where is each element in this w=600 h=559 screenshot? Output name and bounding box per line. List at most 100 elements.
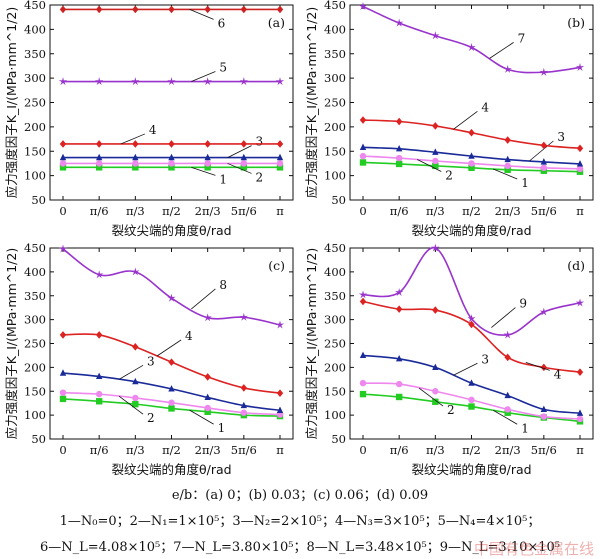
data-point: [432, 158, 438, 164]
y-tick-label: 200: [24, 120, 46, 134]
x-tick-label: π/3: [126, 443, 145, 457]
y-tick-label: 450: [324, 241, 346, 255]
data-point: [360, 391, 366, 397]
y-axis-label: 应力强度因子K_I/(MPa·mm^1/2): [304, 7, 319, 198]
y-tick-label: 50: [331, 432, 346, 446]
data-point: [132, 160, 138, 166]
callout-leader: [157, 340, 181, 356]
series-label: 3: [256, 135, 264, 149]
x-axis-label: 裂纹尖端的角度θ/rad: [111, 462, 231, 477]
watermark: 中国有色金属在线: [474, 538, 594, 559]
data-point: [576, 63, 584, 71]
x-tick-label: 5π/6: [231, 443, 257, 457]
callout-leader: [191, 289, 215, 309]
x-tick-label: π/3: [426, 443, 445, 457]
data-point: [60, 140, 66, 148]
x-tick-label: 5π/6: [531, 204, 557, 218]
data-point: [96, 6, 102, 14]
panel-label: (b): [567, 15, 585, 30]
y-tick-label: 100: [24, 169, 46, 183]
data-point: [241, 384, 247, 392]
x-tick-label: π/2: [462, 443, 481, 457]
x-tick-label: 0: [359, 204, 366, 218]
y-axis-label: 应力强度因子K_I/(MPa·mm^1/2): [4, 248, 19, 439]
data-point: [396, 161, 402, 167]
data-point: [96, 398, 102, 404]
x-tick-label: 2π/3: [195, 443, 221, 457]
series-label: 3: [481, 352, 489, 366]
data-point: [432, 306, 438, 314]
data-point: [241, 160, 247, 166]
series-label: 2: [445, 169, 453, 183]
y-tick-label: 250: [324, 337, 346, 351]
series-line: [363, 6, 580, 72]
series-label: 1: [521, 421, 529, 435]
data-point: [396, 155, 402, 161]
y-tick-label: 250: [24, 337, 46, 351]
data-point: [96, 391, 102, 397]
series-7: 7: [359, 2, 584, 76]
data-point: [577, 166, 583, 172]
data-point: [468, 160, 474, 166]
x-axis-label: 裂纹尖端的角度θ/rad: [111, 223, 231, 238]
series-label: 3: [147, 354, 155, 368]
series-label: 6: [218, 16, 226, 30]
panel-label: (c): [268, 258, 285, 273]
legend-caption-line-1: 1—N₀=0；2—N₁=1×10⁵；3—N₂=2×10⁵；4—N₃=3×10⁵；…: [0, 510, 600, 529]
y-tick-label: 450: [24, 241, 46, 255]
y-tick-label: 350: [324, 289, 346, 303]
x-tick-label: π: [276, 443, 284, 457]
data-point: [132, 395, 138, 401]
data-point: [396, 381, 402, 387]
data-point: [541, 413, 547, 419]
data-point: [204, 405, 210, 411]
callout-leader: [228, 163, 252, 173]
x-tick-label: π/3: [126, 204, 145, 218]
data-point: [541, 142, 547, 150]
callout-leader: [490, 42, 514, 58]
y-tick-label: 300: [324, 71, 346, 85]
series-label: 4: [185, 329, 193, 343]
callout-leader: [491, 308, 515, 328]
y-tick-label: 250: [324, 96, 346, 110]
y-tick-label: 50: [331, 193, 346, 207]
data-point: [168, 358, 174, 366]
x-tick-label: 0: [359, 443, 366, 457]
x-axis-label: 裂纹尖端的角度θ/rad: [411, 223, 531, 238]
data-point: [468, 129, 474, 137]
x-tick-label: 2π/3: [195, 204, 221, 218]
series-5: 5: [59, 61, 284, 86]
y-tick-label: 150: [24, 144, 46, 158]
data-point: [396, 118, 402, 126]
data-point: [396, 394, 402, 400]
x-tick-label: π: [276, 204, 284, 218]
x-tick-label: π/3: [426, 204, 445, 218]
eccentricity-caption: e/b：(a) 0；(b) 0.03；(c) 0.06；(d) 0.09: [0, 484, 600, 503]
x-tick-label: π/2: [162, 204, 181, 218]
data-point: [360, 159, 366, 165]
y-tick-label: 100: [324, 408, 346, 422]
panel-label: (a): [268, 15, 285, 30]
data-point: [360, 298, 366, 306]
data-point: [396, 305, 402, 313]
y-tick-label: 400: [24, 265, 46, 279]
y-axis-label: 应力强度因子K_I/(MPa·mm^1/2): [304, 248, 319, 439]
y-tick-label: 150: [24, 384, 46, 398]
y-tick-label: 50: [31, 193, 46, 207]
data-point: [541, 165, 547, 171]
data-point: [504, 406, 510, 412]
data-point: [60, 160, 66, 166]
x-tick-label: π: [576, 204, 584, 218]
x-tick-label: 5π/6: [231, 204, 257, 218]
y-tick-label: 350: [24, 47, 46, 61]
y-tick-label: 300: [324, 313, 346, 327]
y-tick-label: 450: [324, 0, 346, 12]
x-tick-label: 0: [59, 204, 66, 218]
data-point: [277, 6, 283, 14]
callout-leader: [228, 146, 252, 158]
data-point: [468, 397, 474, 403]
